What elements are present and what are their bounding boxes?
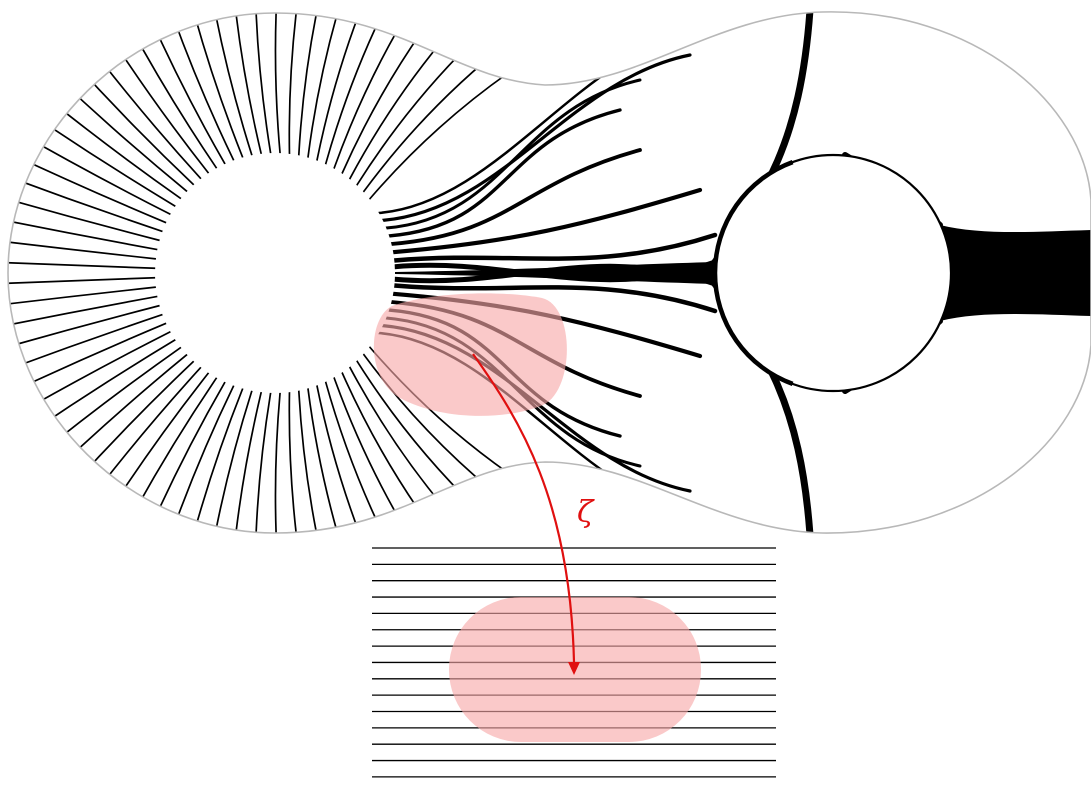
streamline: [333, 376, 483, 534]
streamline: [8, 126, 164, 233]
streamline: [8, 190, 159, 251]
right-obstacle-outline-thick: [712, 160, 794, 386]
streamline: [8, 346, 182, 534]
streamline: [297, 11, 360, 157]
streamline: [348, 366, 538, 534]
streamline: [274, 11, 294, 154]
streamline: [316, 11, 423, 162]
streamline: [8, 222, 157, 260]
triangle-arrowhead-icon: [568, 662, 580, 675]
streamline: [8, 330, 172, 480]
streamline: [8, 313, 164, 420]
streamline: [254, 11, 272, 154]
outflow-wedge: [940, 225, 1091, 321]
streamline: [193, 389, 253, 534]
streamline: [69, 376, 218, 534]
streamline: [274, 392, 294, 534]
streamline: [8, 66, 172, 216]
domain-outline: [7, 11, 1091, 534]
inflow-spike: [395, 262, 715, 284]
streamline-lower: [392, 283, 718, 314]
streamline-upper: [389, 148, 642, 246]
streamline: [362, 11, 586, 193]
streamline: [14, 11, 202, 180]
streamline: [8, 360, 195, 534]
streamline-upper: [391, 187, 703, 255]
streamline: [307, 11, 392, 159]
streamline: [8, 157, 161, 242]
streamline: [8, 255, 156, 270]
streamline: [8, 353, 188, 534]
streamline: [368, 13, 607, 200]
streamline: [8, 286, 157, 324]
streamline-upper: [377, 28, 702, 215]
streamline: [8, 11, 188, 193]
streamline: [14, 366, 202, 534]
streamline: [161, 387, 244, 534]
streamline: [355, 11, 563, 187]
streamline: [99, 381, 226, 534]
streamline: [225, 11, 263, 155]
streamline-upper: [384, 78, 642, 230]
mapping-label: ζ: [577, 495, 595, 530]
streamline: [348, 11, 538, 180]
streamline: [8, 276, 156, 291]
highlight-region-physical: [373, 293, 567, 416]
streamline-upper: [387, 108, 622, 238]
mapping-arrow: [472, 353, 576, 663]
streamline: [297, 389, 360, 534]
streamline-upper: [381, 53, 692, 222]
streamline: [355, 359, 563, 534]
streamline: [288, 391, 327, 534]
streamline: [225, 391, 263, 534]
streamline: [307, 387, 392, 534]
streamline: [8, 11, 182, 200]
streamline: [8, 304, 161, 389]
streamline-upper: [392, 232, 718, 263]
streamline: [288, 11, 327, 155]
streamline: [41, 372, 210, 534]
streamline: [254, 392, 272, 534]
left-obstacle-circle: [155, 153, 395, 393]
streamline: [8, 295, 159, 356]
streamline: [193, 11, 253, 157]
